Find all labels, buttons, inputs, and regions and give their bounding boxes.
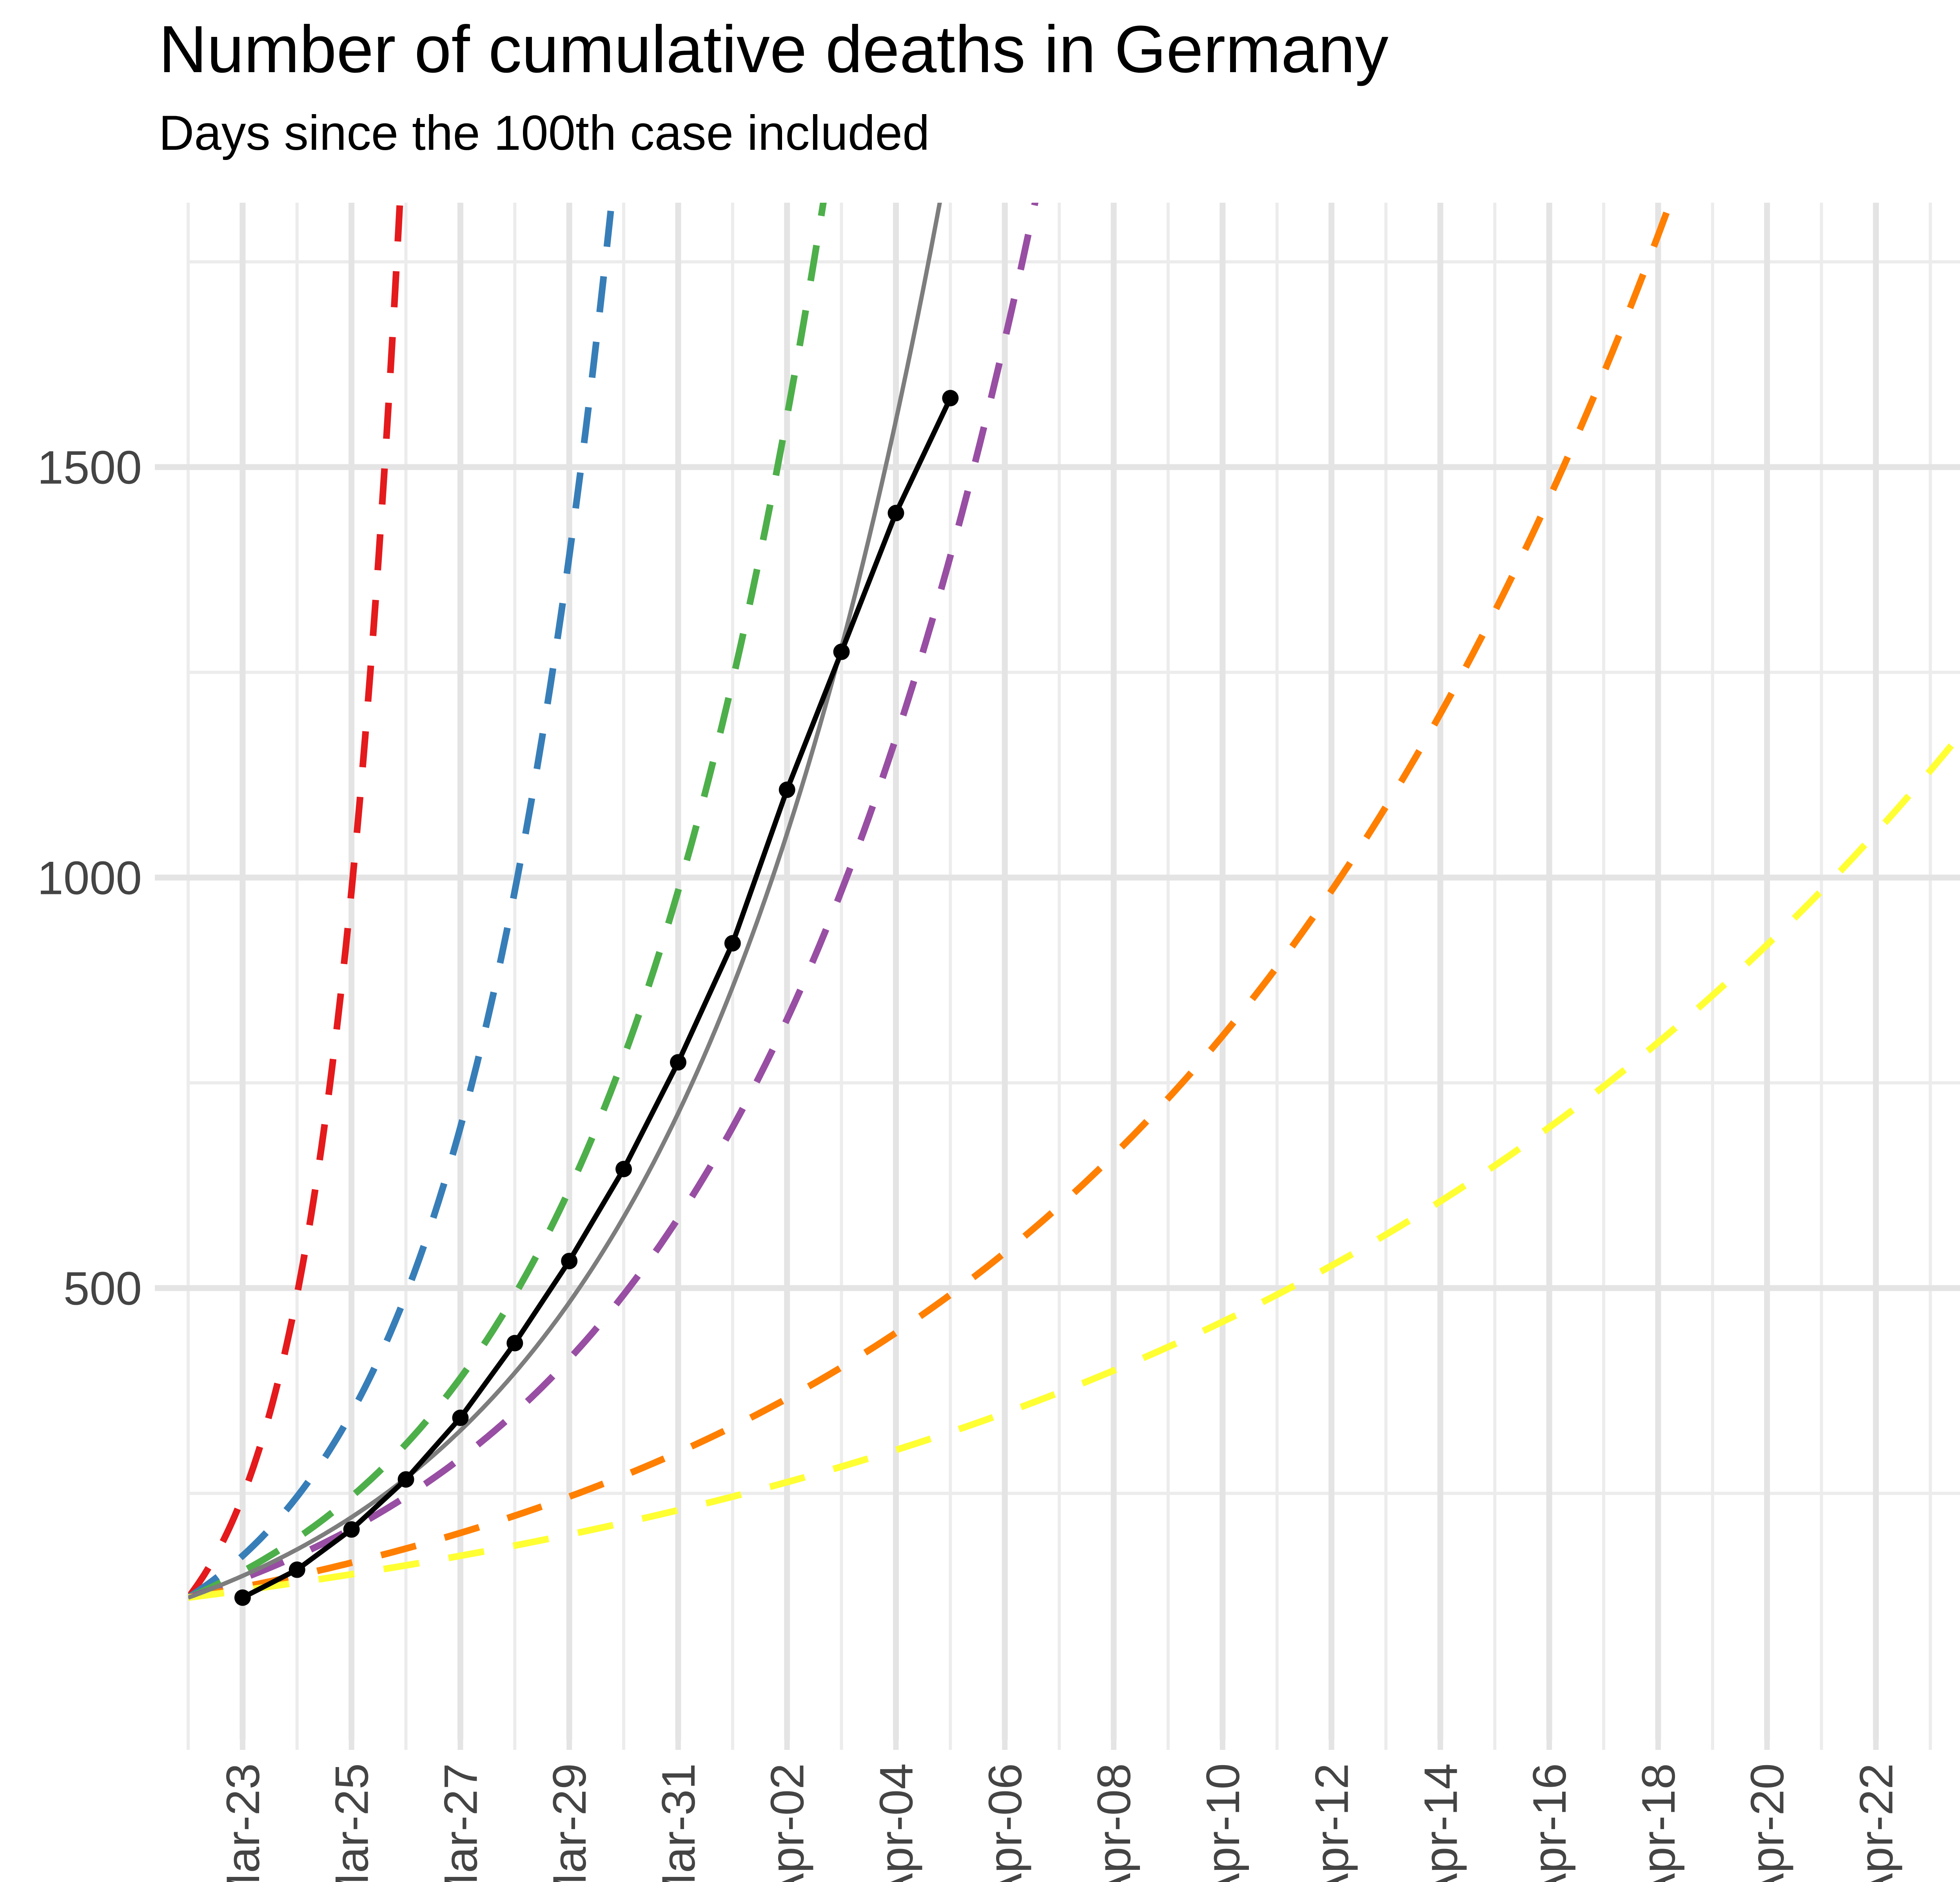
data-point	[615, 1161, 632, 1177]
data-point	[887, 505, 904, 521]
gridlines-minor	[187, 203, 1960, 1740]
gridlines-major	[188, 203, 1960, 1740]
observed-line	[241, 397, 953, 1600]
x-tick-label: Mar-25	[326, 1763, 378, 1882]
data-point	[397, 1471, 414, 1488]
y-tick-label: 500	[64, 1262, 142, 1315]
axis-ticks	[155, 464, 1932, 1750]
doubling-curve-4-days	[188, 203, 1039, 1601]
data-point	[289, 1561, 305, 1578]
data-point	[452, 1410, 469, 1426]
page-title: Number of cumulative deaths in Germany	[159, 12, 1388, 87]
x-axis-labels: Mar-23 Mar-25 Mar-27 Mar-29 Mar-31 Apr-02 Apr-…	[217, 1763, 1960, 1882]
x-tick-label: Apr-20	[1741, 1763, 1794, 1882]
y-axis-labels: 500 1000 1500	[37, 441, 142, 1315]
x-tick-label: Apr-14	[1414, 1763, 1467, 1882]
x-tick-label: Apr-22	[1850, 1763, 1902, 1882]
x-tick-label: Mar-23	[217, 1763, 269, 1882]
y-tick-label: 1500	[37, 441, 142, 494]
x-tick-label: Apr-06	[979, 1763, 1031, 1882]
data-point	[670, 1054, 686, 1071]
x-tick-label: Apr-12	[1306, 1763, 1358, 1882]
observed-points	[234, 390, 959, 1606]
x-tick-label: Mar-27	[434, 1763, 487, 1882]
data-point	[234, 1589, 251, 1606]
x-tick-label: Apr-18	[1632, 1763, 1685, 1882]
doubling-curve-2-days	[188, 203, 615, 1600]
page-subtitle: Days since the 100th case included	[159, 106, 930, 160]
doubling-reference-curves	[188, 203, 1960, 1601]
x-tick-label: Apr-04	[870, 1763, 923, 1882]
data-point	[833, 643, 850, 660]
x-tick-label: Apr-08	[1088, 1763, 1140, 1882]
data-point	[343, 1521, 360, 1538]
doubling-curve-1-day	[188, 203, 403, 1600]
data-point	[779, 781, 795, 798]
fit-curve	[188, 203, 942, 1600]
data-point	[561, 1253, 578, 1270]
doubling-curve-3-days	[188, 203, 827, 1601]
doubling-curve-10-days	[188, 729, 1960, 1601]
data-point	[724, 935, 741, 952]
x-tick-label: Mar-31	[652, 1763, 705, 1882]
x-tick-label: Apr-24	[1959, 1763, 1960, 1882]
x-tick-label: Apr-02	[761, 1763, 814, 1882]
x-tick-label: Apr-10	[1197, 1763, 1249, 1882]
data-point	[942, 390, 959, 407]
x-tick-label: Mar-29	[543, 1763, 596, 1882]
data-point	[506, 1335, 523, 1352]
y-tick-label: 1000	[37, 852, 142, 904]
x-tick-label: Apr-16	[1523, 1763, 1576, 1882]
doubling-curve-1-week	[188, 203, 1674, 1601]
